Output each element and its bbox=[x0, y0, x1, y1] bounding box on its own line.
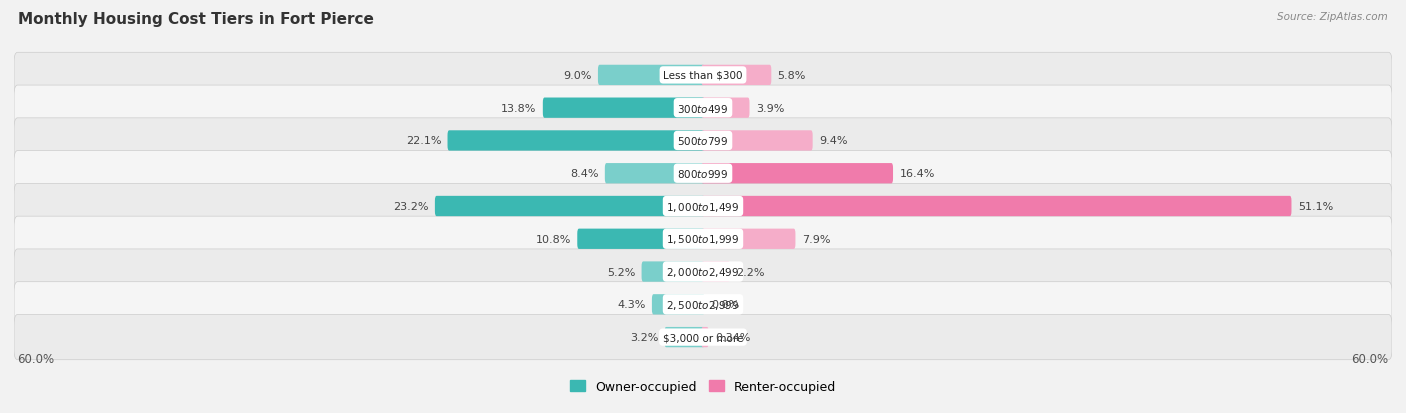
FancyBboxPatch shape bbox=[702, 196, 1292, 217]
FancyBboxPatch shape bbox=[598, 66, 704, 86]
FancyBboxPatch shape bbox=[14, 119, 1392, 164]
FancyBboxPatch shape bbox=[14, 151, 1392, 196]
Text: 8.4%: 8.4% bbox=[569, 169, 599, 179]
Text: 16.4%: 16.4% bbox=[900, 169, 935, 179]
FancyBboxPatch shape bbox=[14, 86, 1392, 131]
Text: $3,000 or more: $3,000 or more bbox=[662, 332, 744, 342]
FancyBboxPatch shape bbox=[14, 184, 1392, 229]
FancyBboxPatch shape bbox=[14, 315, 1392, 360]
Text: 9.0%: 9.0% bbox=[564, 71, 592, 81]
FancyBboxPatch shape bbox=[702, 229, 796, 249]
Legend: Owner-occupied, Renter-occupied: Owner-occupied, Renter-occupied bbox=[565, 375, 841, 398]
FancyBboxPatch shape bbox=[702, 131, 813, 151]
FancyBboxPatch shape bbox=[641, 262, 704, 282]
FancyBboxPatch shape bbox=[702, 66, 772, 86]
FancyBboxPatch shape bbox=[14, 282, 1392, 327]
Text: Source: ZipAtlas.com: Source: ZipAtlas.com bbox=[1277, 12, 1388, 22]
Text: $1,500 to $1,999: $1,500 to $1,999 bbox=[666, 233, 740, 246]
Text: $800 to $999: $800 to $999 bbox=[678, 168, 728, 180]
Text: 7.9%: 7.9% bbox=[801, 234, 831, 244]
Text: 23.2%: 23.2% bbox=[394, 202, 429, 211]
Text: Monthly Housing Cost Tiers in Fort Pierce: Monthly Housing Cost Tiers in Fort Pierc… bbox=[18, 12, 374, 27]
FancyBboxPatch shape bbox=[14, 249, 1392, 294]
Text: $500 to $799: $500 to $799 bbox=[678, 135, 728, 147]
Text: 3.9%: 3.9% bbox=[756, 103, 785, 114]
Text: Less than $300: Less than $300 bbox=[664, 71, 742, 81]
Text: 5.8%: 5.8% bbox=[778, 71, 806, 81]
FancyBboxPatch shape bbox=[543, 98, 704, 119]
Text: 4.3%: 4.3% bbox=[617, 299, 645, 310]
Text: 0.34%: 0.34% bbox=[714, 332, 751, 342]
Text: 10.8%: 10.8% bbox=[536, 234, 571, 244]
Text: $1,000 to $1,499: $1,000 to $1,499 bbox=[666, 200, 740, 213]
FancyBboxPatch shape bbox=[702, 164, 893, 184]
FancyBboxPatch shape bbox=[702, 98, 749, 119]
Text: 5.2%: 5.2% bbox=[607, 267, 636, 277]
Text: 60.0%: 60.0% bbox=[1351, 352, 1389, 365]
Text: 51.1%: 51.1% bbox=[1298, 202, 1333, 211]
FancyBboxPatch shape bbox=[652, 294, 704, 315]
FancyBboxPatch shape bbox=[14, 217, 1392, 262]
Text: $2,000 to $2,499: $2,000 to $2,499 bbox=[666, 266, 740, 278]
FancyBboxPatch shape bbox=[702, 327, 709, 347]
Text: 9.4%: 9.4% bbox=[818, 136, 848, 146]
FancyBboxPatch shape bbox=[665, 327, 704, 347]
Text: $300 to $499: $300 to $499 bbox=[678, 102, 728, 114]
FancyBboxPatch shape bbox=[702, 262, 730, 282]
FancyBboxPatch shape bbox=[605, 164, 704, 184]
FancyBboxPatch shape bbox=[14, 53, 1392, 98]
Text: 13.8%: 13.8% bbox=[501, 103, 537, 114]
Text: 3.2%: 3.2% bbox=[630, 332, 658, 342]
FancyBboxPatch shape bbox=[447, 131, 704, 151]
FancyBboxPatch shape bbox=[578, 229, 704, 249]
Text: 0.0%: 0.0% bbox=[711, 299, 740, 310]
Text: $2,500 to $2,999: $2,500 to $2,999 bbox=[666, 298, 740, 311]
Text: 22.1%: 22.1% bbox=[406, 136, 441, 146]
FancyBboxPatch shape bbox=[434, 196, 704, 217]
Text: 2.2%: 2.2% bbox=[737, 267, 765, 277]
Text: 60.0%: 60.0% bbox=[17, 352, 55, 365]
